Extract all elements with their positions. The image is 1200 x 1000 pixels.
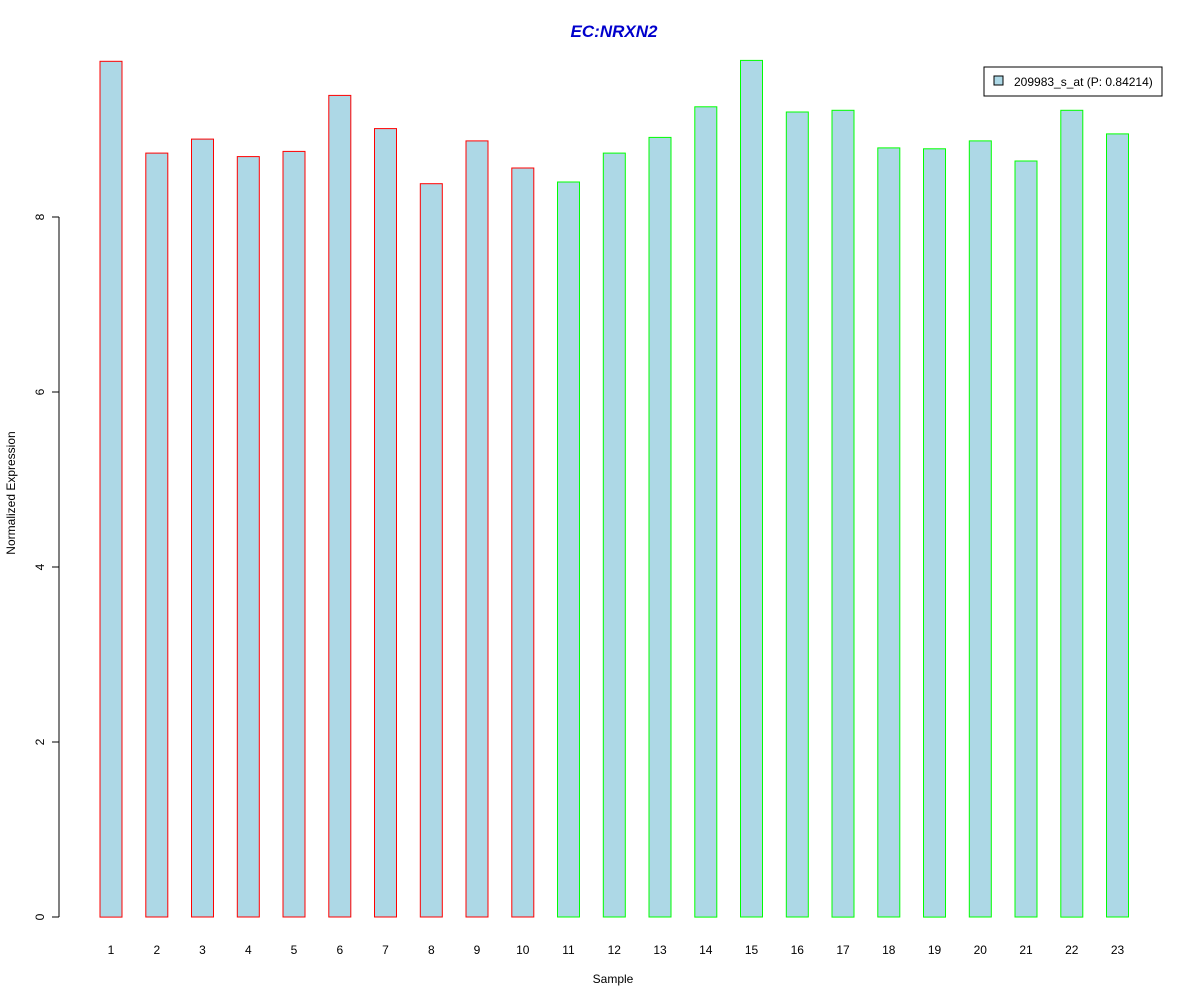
chart-title: EC:NRXN2 xyxy=(571,22,658,41)
legend-box xyxy=(983,66,1163,97)
x-tick-label: 17 xyxy=(836,943,850,957)
x-tick-label: 11 xyxy=(562,943,575,957)
legend-swatch xyxy=(993,75,1004,86)
x-tick-label: 16 xyxy=(791,943,805,957)
bars-group xyxy=(99,59,1129,918)
x-tick-label: 14 xyxy=(699,943,713,957)
y-tick-label: 2 xyxy=(33,738,47,745)
bar-sample-20 xyxy=(968,140,992,918)
x-tick-label: 4 xyxy=(245,943,252,957)
bar-sample-22 xyxy=(1060,109,1084,918)
bar-sample-16 xyxy=(785,111,809,918)
x-tick-label: 1 xyxy=(108,943,115,957)
y-axis-label: Normalized Expression xyxy=(4,431,18,554)
bar-sample-8 xyxy=(419,183,443,918)
x-tick-label: 6 xyxy=(336,943,343,957)
legend-label: 209983_s_at (P: 0.84214) xyxy=(1014,75,1153,89)
bar-sample-2 xyxy=(145,152,169,918)
x-tick-label: 3 xyxy=(199,943,206,957)
bar-sample-10 xyxy=(511,167,535,918)
bar-sample-19 xyxy=(923,148,946,918)
x-tick-label: 2 xyxy=(153,943,160,957)
y-tick-label: 6 xyxy=(33,388,47,395)
x-tick-label: 10 xyxy=(516,943,530,957)
x-tick-labels: 1 2 3 4 5 6 7 8 9 10 11 12 13 14 15 16 17 18 19 20 21 22 23 xyxy=(108,943,1125,957)
y-tick-label: 4 xyxy=(33,563,47,570)
bar-sample-11 xyxy=(557,181,580,918)
bar-sample-1 xyxy=(99,60,123,918)
y-tick-label: 0 xyxy=(33,913,47,920)
x-tick-label: 7 xyxy=(382,943,389,957)
x-tick-label: 13 xyxy=(653,943,667,957)
x-tick-label: 15 xyxy=(745,943,759,957)
bar-sample-6 xyxy=(328,94,352,918)
bar-sample-5 xyxy=(282,150,306,918)
x-tick-label: 19 xyxy=(928,943,942,957)
bar-sample-13 xyxy=(648,136,672,918)
x-tick-label: 9 xyxy=(474,943,481,957)
x-tick-label: 21 xyxy=(1019,943,1033,957)
bar-sample-18 xyxy=(877,147,901,918)
y-axis: 0 2 4 6 8 xyxy=(33,213,60,920)
x-tick-label: 18 xyxy=(882,943,896,957)
x-tick-label: 22 xyxy=(1065,943,1079,957)
bar-sample-21 xyxy=(1014,160,1038,918)
bar-sample-15 xyxy=(740,59,763,918)
bar-sample-12 xyxy=(602,152,626,918)
x-tick-label: 12 xyxy=(608,943,622,957)
x-tick-label: 23 xyxy=(1111,943,1125,957)
legend: 209983_s_at (P: 0.84214) xyxy=(983,66,1163,97)
x-tick-label: 20 xyxy=(974,943,988,957)
bar-sample-9 xyxy=(465,140,489,918)
x-axis-label: Sample xyxy=(593,972,634,986)
bar-sample-7 xyxy=(374,128,397,918)
bar-sample-3 xyxy=(191,138,214,918)
bar-sample-4 xyxy=(236,156,260,918)
bar-sample-14 xyxy=(694,106,718,918)
x-tick-label: 8 xyxy=(428,943,435,957)
bar-sample-17 xyxy=(831,109,855,918)
bar-sample-23 xyxy=(1106,133,1129,918)
x-tick-label: 5 xyxy=(291,943,298,957)
y-tick-label: 8 xyxy=(33,213,47,220)
